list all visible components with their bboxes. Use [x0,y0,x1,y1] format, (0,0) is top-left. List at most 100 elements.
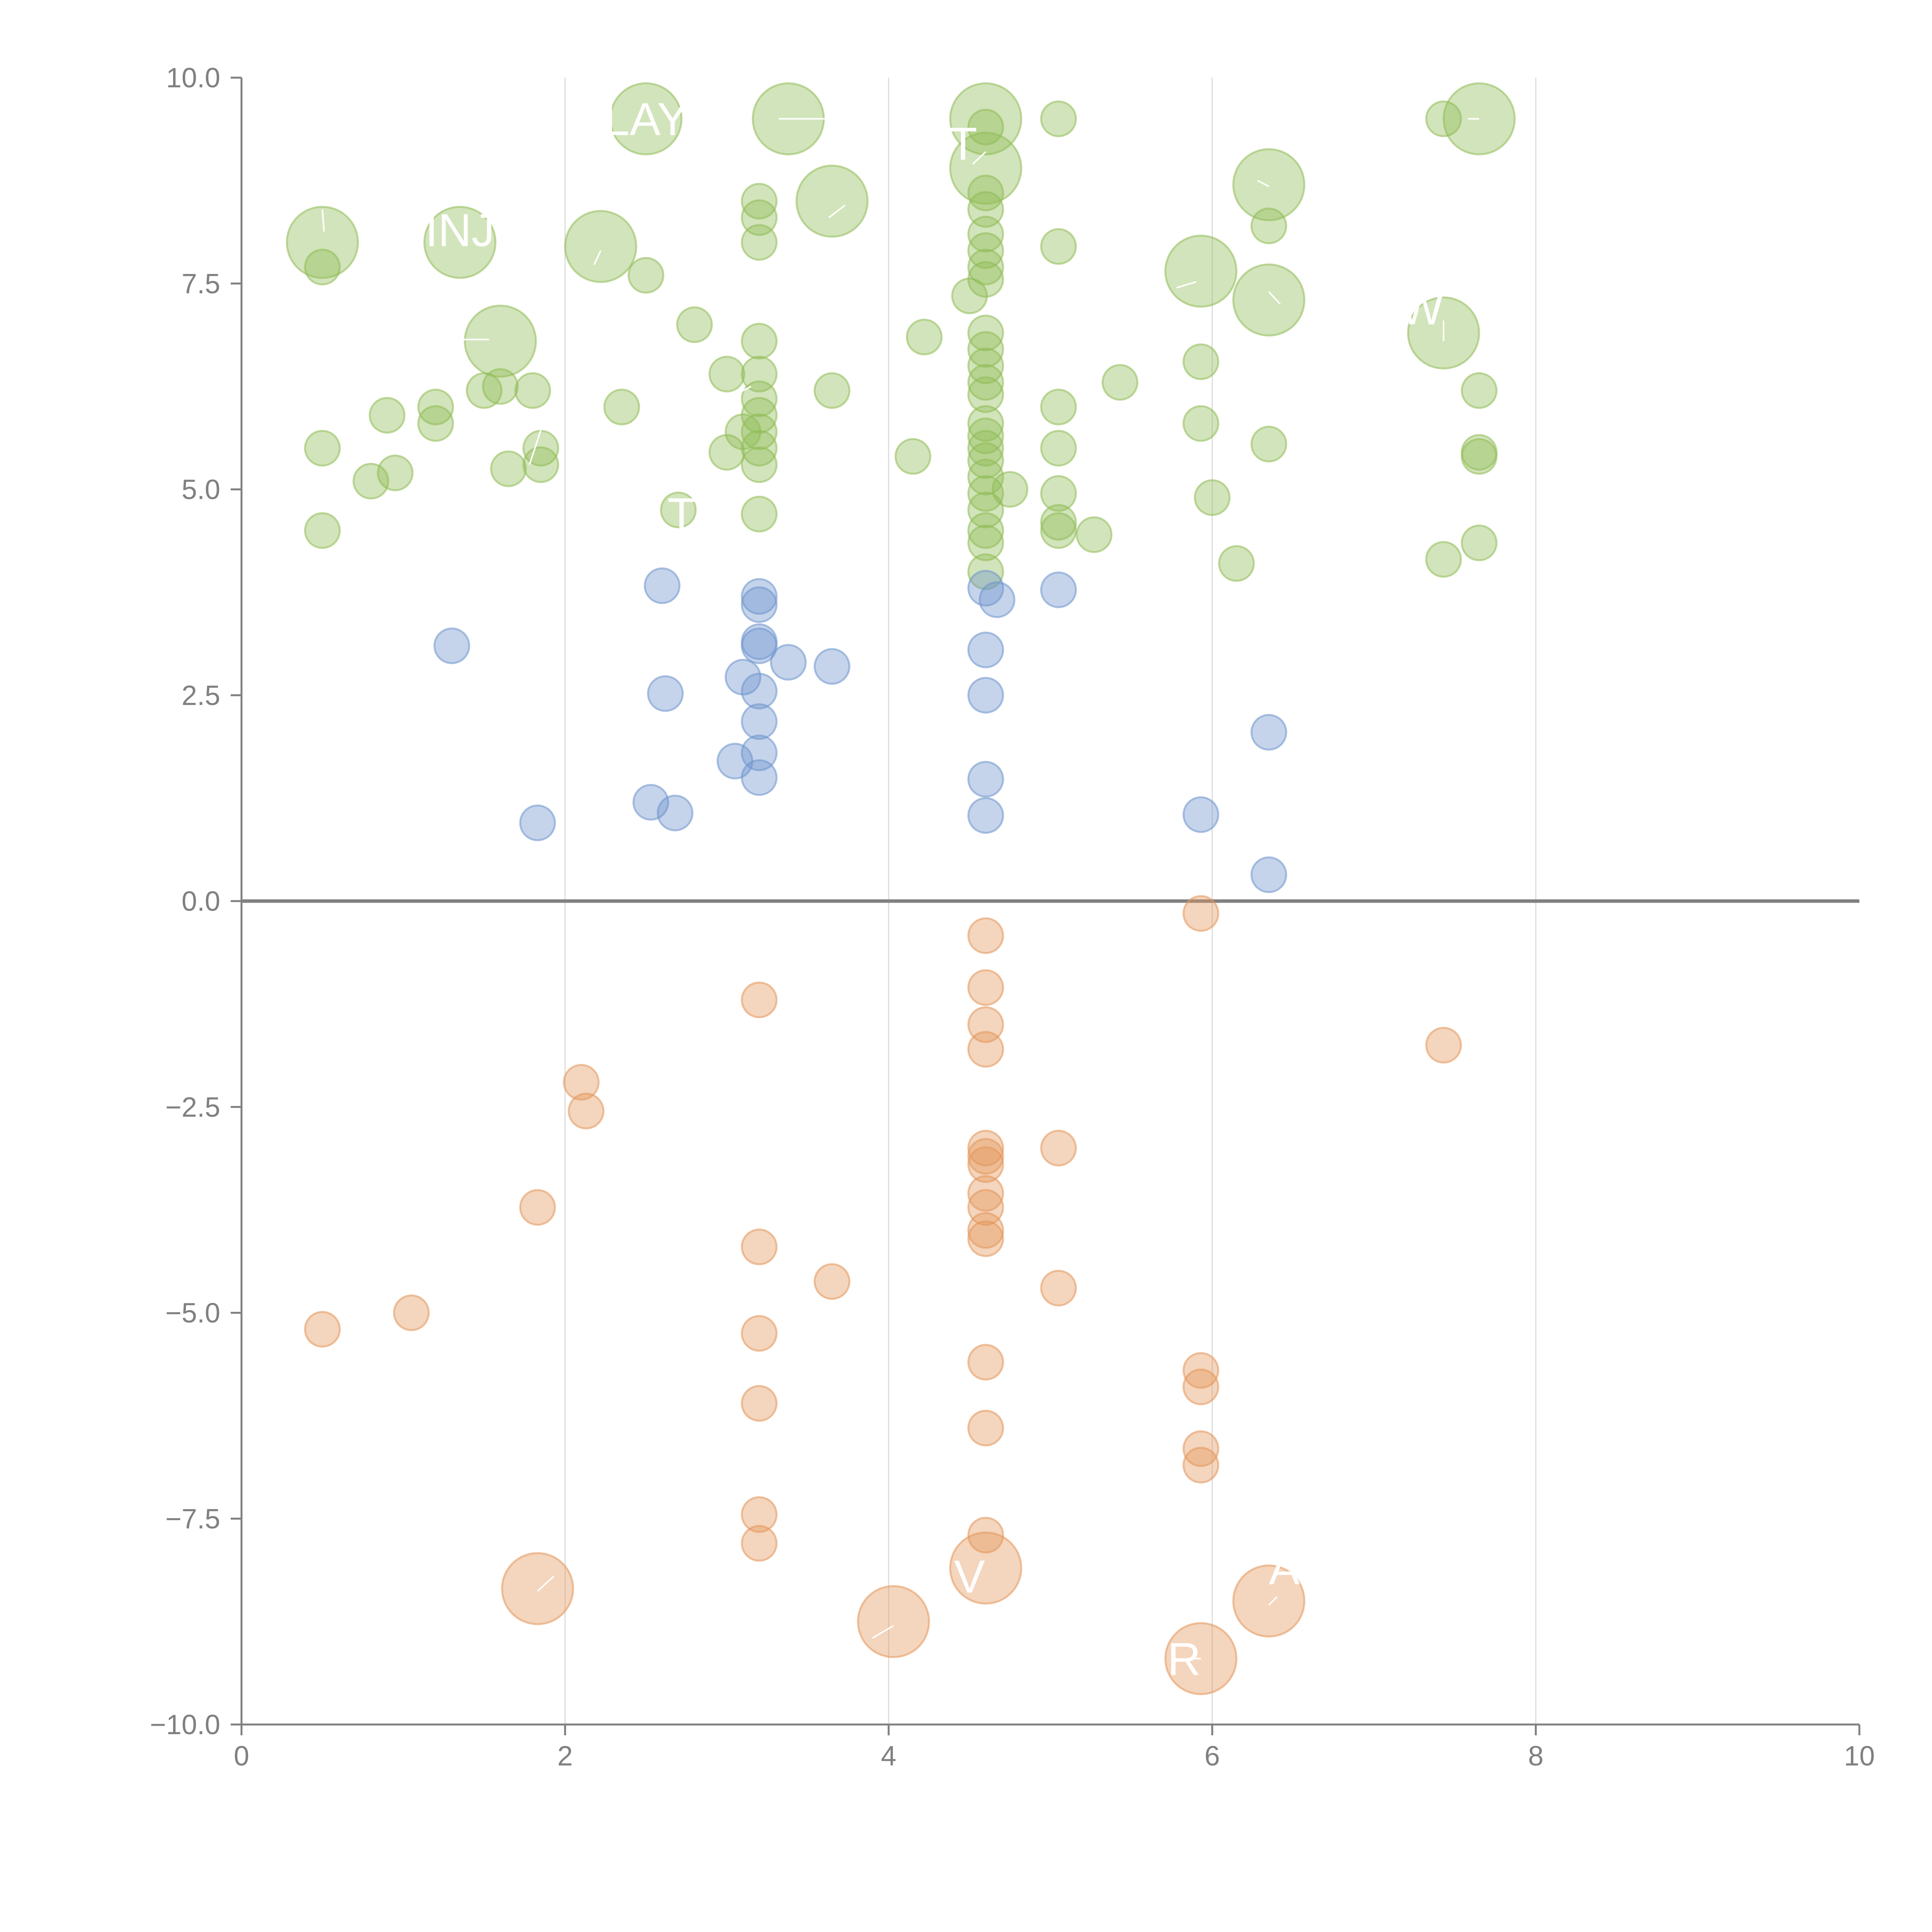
point-label: OW [1364,283,1444,335]
negative-point [967,1212,1004,1249]
positive-point [906,318,943,355]
positive-point [1040,512,1077,549]
neutral-point [519,804,556,842]
leader-line [828,204,845,218]
positive-point [813,372,850,409]
positive-point [522,446,560,483]
positive-large-point [423,206,497,279]
y-tick-label: 7.5 [182,269,220,299]
negative-point [1182,1447,1219,1484]
neutral-point [1182,796,1219,833]
leader-line [529,415,547,465]
negative-point [967,1517,1004,1554]
negative-point [967,1344,1004,1381]
point-label: T [949,118,977,170]
positive-point [1040,475,1077,512]
positive-point [1461,372,1498,409]
positive-point [369,397,406,434]
negative-point [1425,1027,1462,1064]
negative-large-point [1232,1564,1306,1638]
positive-point [967,109,1004,146]
positive-point [741,446,778,483]
negative-large-point [501,1552,574,1625]
neutral-point [741,586,778,623]
x-tick-label: 10 [1844,1741,1875,1772]
positive-point [1076,516,1113,553]
negative-point [1040,1129,1077,1167]
leader-line [726,386,752,400]
y-tick-label: 5.0 [182,474,220,505]
positive-point [1182,343,1219,380]
positive-point [1040,388,1077,425]
positive-point [1461,524,1498,561]
negative-point [563,1064,600,1101]
neutral-point [967,677,1004,714]
point-label: INJ [425,204,495,256]
positive-point [1182,405,1219,442]
negative-point [967,1410,1004,1447]
positive-point [967,524,1004,561]
negative-point [967,1138,1004,1175]
negative-point [967,1146,1004,1183]
neutral-point [647,675,684,712]
leader-line [1257,180,1269,187]
leader-line [537,1575,554,1592]
negative-point [304,1311,341,1348]
negative-large-point [949,1531,1022,1605]
x-tick-label: 4 [881,1741,896,1772]
point-label: R [1167,1633,1201,1685]
positive-point [741,224,778,261]
positive-point [676,306,713,343]
neutral-point [433,627,470,664]
leader-line [1268,291,1281,305]
y-tick-label: −10.0 [150,1709,220,1740]
leader-line [1176,281,1196,289]
neutral-point [978,581,1015,618]
leader-line [593,250,602,265]
neutral-point [1250,714,1287,751]
y-tick-label: −2.5 [165,1092,220,1123]
positive-point [352,463,389,500]
negative-point [1182,895,1219,932]
negative-point [741,1385,778,1422]
x-tick-label: 6 [1204,1741,1220,1772]
positive-large-point [286,206,359,279]
positive-point [967,261,1004,298]
positive-point [1194,479,1231,516]
negative-point [741,1496,778,1533]
neutral-point [770,644,807,681]
axes: 0 2 4 6 8 10 10.0 7.5 5.0 2.5 0.0 −2.5 −5.0 −7.5 −10.0 [150,63,1875,1772]
point-labels: INJ LAY T T OW R V A [321,94,1480,1685]
positive-point [628,257,665,294]
positive-point [304,248,341,286]
negative-point [568,1092,605,1129]
positive-large-point [464,304,537,378]
neutral-point [967,761,1004,798]
x-tick-label: 8 [1528,1741,1544,1772]
positive-large-point [609,82,683,156]
negative-large-point [857,1585,930,1658]
data-points [286,82,1516,1696]
neutral-point [967,797,1004,834]
positive-point [967,376,1004,413]
positive-point [377,454,414,492]
positive-point [1040,504,1077,541]
positive-point [304,512,341,549]
positive-point [992,471,1029,508]
x-tick-label: 2 [557,1741,573,1772]
neutral-point [967,631,1004,668]
negative-point [741,981,778,1019]
y-tick-label: 0.0 [182,886,220,917]
positive-point [1040,228,1077,265]
positive-point [1250,425,1287,463]
leader-line [321,209,325,232]
positive-point [741,495,778,532]
negative-point [967,1175,1004,1212]
leader-line [1268,1596,1278,1606]
neutral-point [741,578,778,615]
positive-point [1250,207,1287,245]
positive-point [482,368,519,405]
positive-point [895,438,932,475]
neutral-point [813,648,850,685]
positive-point [1461,438,1498,475]
